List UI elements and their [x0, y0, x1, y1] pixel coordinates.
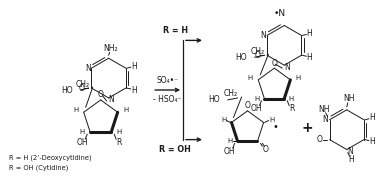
Text: H: H [221, 116, 226, 123]
Text: CH₂: CH₂ [224, 89, 238, 98]
Text: H: H [369, 137, 375, 146]
Text: H: H [80, 129, 85, 135]
Text: N: N [347, 147, 352, 156]
Text: R: R [290, 104, 295, 113]
Text: R = H (2’-Deoxycytidine): R = H (2’-Deoxycytidine) [9, 154, 92, 161]
Text: H: H [348, 155, 354, 164]
Text: N: N [260, 31, 266, 40]
Text: NH: NH [343, 94, 354, 103]
Text: H: H [248, 75, 253, 81]
Text: O: O [98, 91, 104, 100]
Text: HO: HO [208, 95, 220, 104]
Text: O: O [262, 145, 268, 154]
Text: H: H [288, 96, 294, 102]
Text: O: O [245, 101, 250, 110]
Text: H: H [369, 113, 375, 122]
Text: H: H [227, 138, 232, 144]
Text: H: H [307, 29, 312, 38]
Text: CH₂: CH₂ [250, 47, 265, 56]
Text: •N: •N [273, 9, 285, 18]
Text: R = OH (Cytidine): R = OH (Cytidine) [9, 164, 69, 171]
Text: H: H [307, 53, 312, 62]
Text: O: O [317, 135, 323, 144]
Text: N: N [323, 115, 328, 124]
Text: SO₄•⁻: SO₄•⁻ [156, 76, 178, 85]
Text: N: N [284, 63, 290, 72]
Text: OH: OH [251, 104, 262, 113]
Text: - HSO₄⁻: - HSO₄⁻ [153, 95, 181, 104]
Text: H: H [73, 107, 78, 113]
Text: H: H [255, 96, 260, 102]
Text: CH₂: CH₂ [76, 80, 90, 89]
Text: H: H [131, 86, 136, 94]
Text: HO: HO [235, 53, 247, 62]
Text: OH: OH [224, 147, 236, 156]
Text: H: H [123, 107, 128, 113]
Text: OH: OH [77, 138, 88, 147]
Text: NH₂: NH₂ [103, 44, 118, 53]
Text: O: O [271, 59, 277, 68]
Text: R = OH: R = OH [159, 145, 191, 154]
Text: •: • [273, 122, 279, 132]
Text: H: H [296, 75, 301, 81]
Text: HO: HO [61, 86, 73, 94]
Text: O: O [78, 84, 84, 93]
Text: NH: NH [318, 105, 329, 114]
Text: R = H: R = H [162, 26, 188, 35]
Text: R: R [116, 138, 122, 147]
Text: H: H [116, 129, 122, 135]
Text: H: H [131, 62, 136, 71]
Text: +: + [301, 121, 313, 135]
Text: H: H [269, 116, 274, 123]
Text: N: N [109, 95, 115, 104]
Text: N: N [86, 64, 91, 73]
Text: O: O [254, 51, 260, 60]
